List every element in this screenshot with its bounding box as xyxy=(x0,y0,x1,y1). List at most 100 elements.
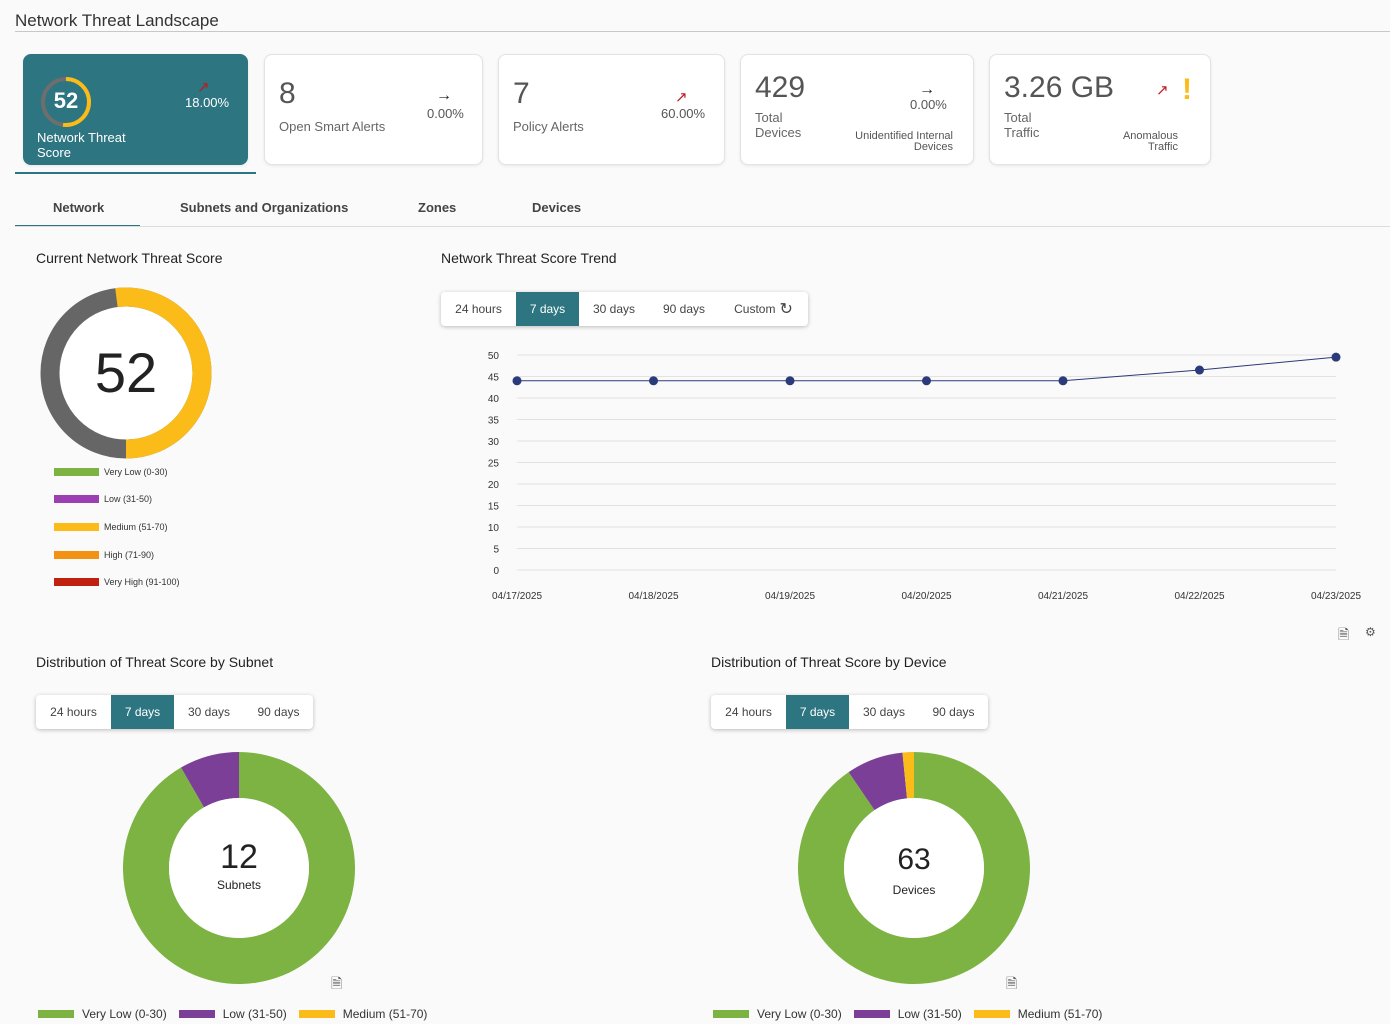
score-card-underline xyxy=(15,172,256,174)
smart-alerts-pct: 0.00% xyxy=(427,106,464,121)
traffic-value: 3.26 GB xyxy=(1004,71,1115,104)
policy-alerts-pct: 60.00% xyxy=(661,106,706,121)
range-30d-button[interactable]: 30 days xyxy=(592,302,636,316)
donut-slice xyxy=(848,752,908,811)
data-point xyxy=(1058,376,1068,386)
data-point xyxy=(922,376,931,386)
data-point xyxy=(1331,352,1341,362)
donut-slice xyxy=(181,752,239,808)
subnet-dist-title: Distribution of Threat Score by Subnet xyxy=(36,654,274,670)
range-7d-button[interactable]: 7 days xyxy=(111,695,174,729)
subnet-donut-chart xyxy=(123,752,355,984)
kpi-card-threat-score[interactable]: 52 ↗ 18.00% Network Threat Score xyxy=(23,54,248,165)
y-tick-label: 45 xyxy=(488,373,500,384)
devices-pct: 0.00% xyxy=(910,97,947,112)
donut-slice xyxy=(798,752,1030,984)
y-tick-label: 35 xyxy=(488,416,500,427)
clock-refresh-icon: ↻ xyxy=(779,301,793,318)
range-90d-button[interactable]: 90 days xyxy=(662,302,706,316)
x-tick-label: 04/20/2025 xyxy=(901,591,951,602)
legend-swatch xyxy=(853,1010,890,1018)
range-24h-button[interactable]: 24 hours xyxy=(455,302,502,316)
legend-label: Low (31-50) xyxy=(222,1007,287,1021)
range-30d-button[interactable]: 30 days xyxy=(187,705,231,719)
range-90d-button[interactable]: 90 days xyxy=(932,705,975,719)
gauge-value-arc xyxy=(40,287,212,459)
gear-icon[interactable]: ⚙ xyxy=(1365,625,1376,639)
legend-label: Medium (51-70) xyxy=(342,1007,428,1021)
device-range-selector: 24 hours 7 days 30 days 90 days xyxy=(711,695,988,729)
kpi-card-total-devices[interactable]: 429 Total Devices → 0.00% Unidentified I… xyxy=(740,54,974,165)
current-score-title: Current Network Threat Score xyxy=(36,250,223,266)
current-score-value: 52 xyxy=(94,341,158,404)
trend-flat-icon: → xyxy=(919,81,935,98)
tab-zones[interactable]: Zones xyxy=(418,200,457,215)
devices-label: Total Devices xyxy=(755,110,802,140)
legend-swatch xyxy=(713,1010,749,1018)
kpi-card-total-traffic[interactable]: 3.26 GB Total Traffic ↗ ! Anomalous Traf… xyxy=(989,54,1211,165)
legend-swatch xyxy=(973,1010,1010,1018)
legend-label: High (71-90) xyxy=(104,550,155,560)
file-download-icon[interactable]: 🗎 xyxy=(331,975,343,991)
file-download-icon[interactable]: 🗎 xyxy=(1338,626,1350,642)
legend-swatch xyxy=(54,578,99,586)
trend-flat-icon: → xyxy=(436,87,452,104)
file-download-icon[interactable]: 🗎 xyxy=(1006,975,1018,991)
range-30d-button[interactable]: 30 days xyxy=(862,705,906,719)
trend-chart: 0 5 10 15 20 25 30 35 40 45 50 04/17/2025 04/18/2025… xyxy=(488,351,1362,602)
x-tick-label: 04/18/2025 xyxy=(628,591,678,602)
devices-value: 429 xyxy=(755,71,806,104)
legend-medium: Medium (51-70) xyxy=(54,522,168,532)
legend-very-low: Very Low (0-30) xyxy=(38,1007,167,1021)
legend-swatch xyxy=(54,551,99,559)
x-tick-label: 04/21/2025 xyxy=(1038,591,1088,602)
tab-devices[interactable]: Devices xyxy=(532,200,582,215)
legend-swatch xyxy=(178,1010,215,1018)
device-donut-chart xyxy=(798,752,1030,984)
kpi-card-smart-alerts[interactable]: 8 Open Smart Alerts → 0.00% xyxy=(264,54,483,165)
smart-alerts-label: Open Smart Alerts xyxy=(279,119,386,134)
tab-network[interactable]: Network xyxy=(53,200,105,215)
x-tick-label: 04/17/2025 xyxy=(492,591,542,602)
range-7d-button[interactable]: 7 days xyxy=(516,292,579,326)
data-point xyxy=(1195,365,1204,375)
legend-swatch xyxy=(54,468,99,476)
subnet-legend: Very Low (0-30) Low (31-50) Medium (51-7… xyxy=(38,1007,439,1021)
range-custom-button[interactable]: Custom ↻ xyxy=(719,292,808,326)
trend-up-icon: ↗ xyxy=(197,79,210,96)
devices-note: Unidentified Internal Devices xyxy=(855,130,953,153)
device-center-value: 63 xyxy=(897,843,931,876)
range-24h-button[interactable]: 24 hours xyxy=(725,705,772,719)
y-tick-label: 30 xyxy=(488,437,500,448)
tabs-divider xyxy=(15,226,1390,227)
legend-label: Very Low (0-30) xyxy=(82,1007,167,1021)
donut-slice xyxy=(123,752,355,984)
legend-very-low: Very Low (0-30) xyxy=(54,467,168,477)
trend-up-icon: ↗ xyxy=(675,89,688,106)
legend-label: Very Low (0-30) xyxy=(104,467,168,477)
legend-label: Low (31-50) xyxy=(104,494,153,504)
score-value: 52 xyxy=(53,88,79,113)
legend-label: Low (31-50) xyxy=(897,1007,962,1021)
device-dist-title: Distribution of Threat Score by Device xyxy=(711,654,947,670)
legend-low: Low (31-50) xyxy=(853,1007,962,1021)
policy-alerts-label: Policy Alerts xyxy=(513,119,584,134)
donut-center xyxy=(169,798,309,938)
legend-swatch xyxy=(38,1010,74,1018)
data-point xyxy=(649,376,658,386)
x-tick-label: 04/23/2025 xyxy=(1311,591,1361,602)
legend-high: High (71-90) xyxy=(54,550,154,560)
title-divider xyxy=(15,31,1390,32)
range-24h-button[interactable]: 24 hours xyxy=(50,705,97,719)
range-90d-button[interactable]: 90 days xyxy=(257,705,300,719)
kpi-card-policy-alerts[interactable]: 7 Policy Alerts ↗ 60.00% xyxy=(498,54,725,165)
legend-low: Low (31-50) xyxy=(54,494,152,504)
current-score-gauge xyxy=(40,287,212,459)
tab-subnets[interactable]: Subnets and Organizations xyxy=(180,200,349,215)
y-tick-label: 15 xyxy=(488,502,500,513)
legend-very-low: Very Low (0-30) xyxy=(713,1007,842,1021)
y-tick-label: 25 xyxy=(488,459,500,470)
trend-up-icon: ↗ xyxy=(1156,82,1169,99)
range-7d-button[interactable]: 7 days xyxy=(786,695,849,729)
legend-very-high: Very High (91-100) xyxy=(54,577,180,587)
